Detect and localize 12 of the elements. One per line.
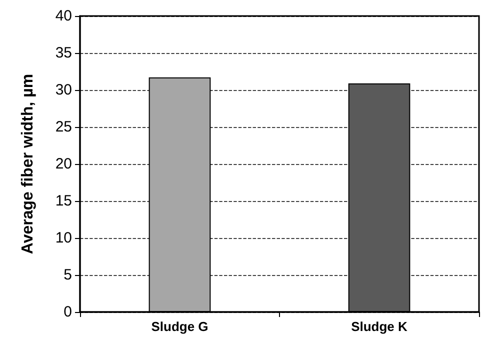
y-tick-label: 20 xyxy=(55,156,72,172)
y-tick-label: 10 xyxy=(55,230,72,246)
y-tick-label: 30 xyxy=(55,82,72,98)
y-tick-label: 35 xyxy=(55,44,72,62)
y-axis-title: Average fiber width, µm xyxy=(20,74,36,254)
y-tick-label: 15 xyxy=(55,192,72,210)
x-tick-label: Sludge G xyxy=(151,319,208,334)
y-tick-label: 5 xyxy=(64,266,72,284)
y-tick-label: 0 xyxy=(64,304,72,320)
x-tick-label: Sludge K xyxy=(351,319,408,334)
y-tick-label: 40 xyxy=(55,8,72,24)
y-tick-label: 25 xyxy=(55,118,72,136)
